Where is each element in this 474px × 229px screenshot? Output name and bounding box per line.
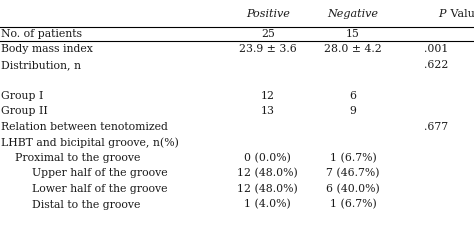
Text: Lower half of the groove: Lower half of the groove xyxy=(32,184,167,194)
Text: Upper half of the groove: Upper half of the groove xyxy=(32,169,167,178)
Text: Relation between tenotomized: Relation between tenotomized xyxy=(1,122,168,132)
Text: 25: 25 xyxy=(261,29,275,39)
Text: 12 (48.0%): 12 (48.0%) xyxy=(237,184,298,194)
Text: 0 (0.0%): 0 (0.0%) xyxy=(245,153,291,163)
Text: 1 (6.7%): 1 (6.7%) xyxy=(330,153,376,163)
Text: Distribution, n: Distribution, n xyxy=(1,60,81,70)
Text: .677: .677 xyxy=(424,122,448,132)
Text: 13: 13 xyxy=(261,106,275,117)
Text: 12 (48.0%): 12 (48.0%) xyxy=(237,168,298,179)
Text: 1 (6.7%): 1 (6.7%) xyxy=(330,199,376,210)
Text: No. of patients: No. of patients xyxy=(1,29,82,39)
Text: 9: 9 xyxy=(350,106,356,117)
Text: 23.9 ± 3.6: 23.9 ± 3.6 xyxy=(239,44,297,55)
Text: Group I: Group I xyxy=(1,91,43,101)
Text: 6: 6 xyxy=(350,91,356,101)
Text: Group II: Group II xyxy=(1,106,48,117)
Text: 6 (40.0%): 6 (40.0%) xyxy=(326,184,380,194)
Text: Positive: Positive xyxy=(246,9,290,19)
Text: 28.0 ± 4.2: 28.0 ± 4.2 xyxy=(324,44,382,55)
Text: 1 (4.0%): 1 (4.0%) xyxy=(245,199,291,210)
Text: P: P xyxy=(438,9,446,19)
Text: .001: .001 xyxy=(424,44,448,55)
Text: Value: Value xyxy=(447,9,474,19)
Text: Negative: Negative xyxy=(328,9,379,19)
Text: LHBT and bicipital groove, n(%): LHBT and bicipital groove, n(%) xyxy=(1,137,179,148)
Text: .622: .622 xyxy=(424,60,448,70)
Text: Proximal to the groove: Proximal to the groove xyxy=(15,153,141,163)
Text: 7 (46.7%): 7 (46.7%) xyxy=(327,168,380,179)
Text: Body mass index: Body mass index xyxy=(1,44,93,55)
Text: 15: 15 xyxy=(346,29,360,39)
Text: 12: 12 xyxy=(261,91,275,101)
Text: Distal to the groove: Distal to the groove xyxy=(32,199,140,210)
